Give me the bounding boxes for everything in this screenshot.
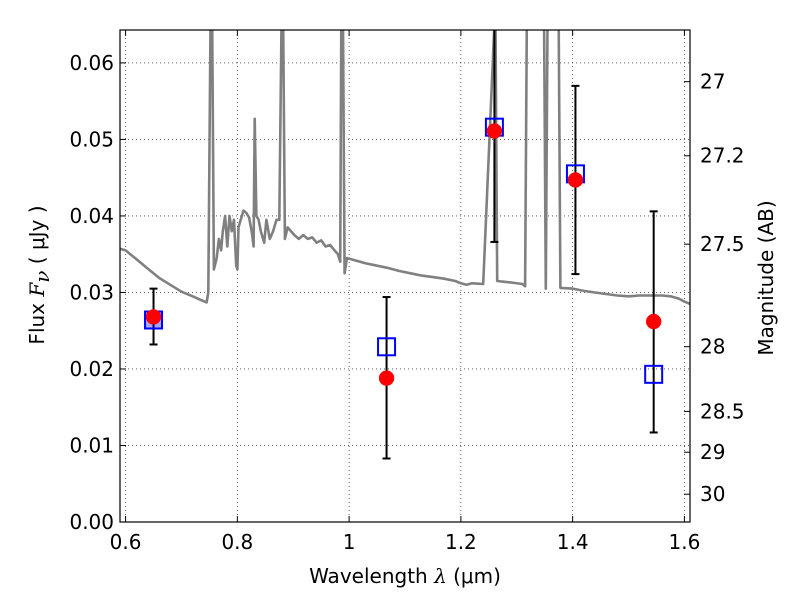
y2-tick-label: 27 bbox=[700, 70, 725, 94]
y-tick-label: 0.01 bbox=[69, 433, 114, 457]
observed-point bbox=[486, 123, 503, 139]
observed-points-layer bbox=[145, 123, 662, 386]
grid-lines bbox=[120, 30, 690, 523]
x-axis-title-symbol: λ bbox=[433, 564, 447, 588]
x-axis-title: Wavelength λ (μm) bbox=[309, 564, 501, 588]
x-tick-label: 1 bbox=[343, 530, 356, 554]
model-photometry-square bbox=[377, 337, 397, 357]
y-tick-label: 0.00 bbox=[69, 510, 114, 534]
y2-axis-title: Magnitude (AB) bbox=[754, 200, 778, 355]
y-tick-label: 0.06 bbox=[69, 51, 114, 75]
model-photometry-square bbox=[644, 364, 664, 384]
observed-point bbox=[645, 313, 662, 330]
y2-tick-label: 28 bbox=[700, 335, 725, 359]
x-tick-label: 0.6 bbox=[110, 530, 142, 554]
axis-ticks: 0.6 0.8 1 1.2 1.4 1.6 0.00 0.01 0.02 0.03 0.04 0.05… bbox=[69, 30, 745, 554]
observed-point bbox=[567, 172, 584, 188]
plot-frame bbox=[119, 29, 691, 523]
y-tick-label: 0.04 bbox=[69, 204, 114, 228]
y2-tick-label: 29 bbox=[700, 440, 725, 464]
model-spectrum-line bbox=[120, 30, 690, 306]
x-axis-title-units: (μm) bbox=[447, 564, 501, 588]
model-spectrum-layer bbox=[120, 30, 690, 306]
y2-tick-label: 27.5 bbox=[700, 232, 745, 256]
x-axis-title-prefix: Wavelength bbox=[309, 564, 434, 588]
y2-tick-label: 30 bbox=[700, 482, 725, 506]
y-axis-title-symbol: F bbox=[25, 282, 49, 298]
y2-tick-label: 28.5 bbox=[700, 399, 745, 423]
y-tick-label: 0.03 bbox=[69, 280, 114, 304]
y-axis-title-subscript: ν bbox=[30, 271, 54, 283]
y2-tick-label: 27.2 bbox=[700, 144, 745, 168]
model-photometry-layer bbox=[144, 117, 664, 384]
observed-point bbox=[145, 309, 162, 325]
x-tick-label: 1.4 bbox=[557, 530, 589, 554]
y-axis-title-prefix: Flux bbox=[25, 297, 49, 345]
y-tick-label: 0.05 bbox=[69, 127, 114, 151]
y-axis-title: Flux Fν ( μJy ) bbox=[25, 205, 54, 344]
x-tick-label: 0.8 bbox=[221, 530, 253, 554]
x-tick-label: 1.2 bbox=[445, 530, 477, 554]
observed-point bbox=[378, 370, 395, 386]
y-axis-title-units: ( μJy ) bbox=[25, 205, 49, 270]
y-tick-label: 0.02 bbox=[69, 357, 114, 381]
x-tick-label: 1.6 bbox=[669, 530, 701, 554]
